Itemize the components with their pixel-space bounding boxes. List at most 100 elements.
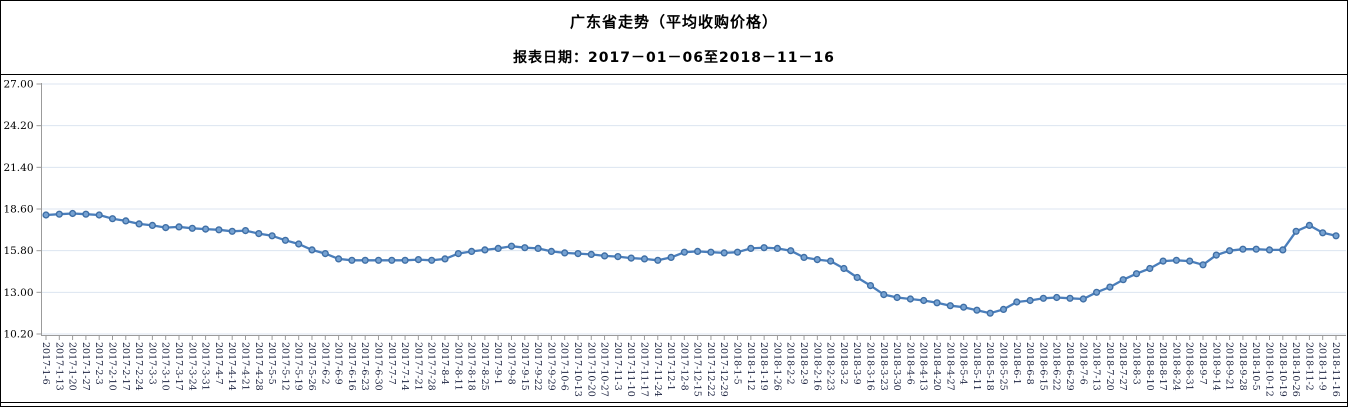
data-point[interactable] bbox=[1265, 246, 1274, 254]
data-point[interactable] bbox=[175, 223, 183, 231]
data-point[interactable] bbox=[1106, 283, 1114, 291]
data-point[interactable] bbox=[135, 220, 143, 228]
data-point[interactable] bbox=[587, 250, 595, 259]
data-point[interactable] bbox=[42, 211, 50, 219]
data-point[interactable] bbox=[162, 224, 170, 232]
data-point[interactable] bbox=[348, 256, 356, 264]
data-point[interactable] bbox=[82, 210, 90, 218]
data-point[interactable] bbox=[627, 254, 635, 262]
data-point[interactable] bbox=[667, 253, 675, 262]
data-point[interactable] bbox=[959, 303, 968, 311]
data-point[interactable] bbox=[1026, 296, 1034, 305]
data-point[interactable] bbox=[441, 255, 449, 263]
data-point[interactable] bbox=[880, 291, 888, 299]
data-point[interactable] bbox=[720, 249, 728, 257]
data-point[interactable] bbox=[1079, 295, 1087, 303]
data-point[interactable] bbox=[122, 217, 130, 225]
data-point[interactable] bbox=[1319, 229, 1327, 237]
data-point[interactable] bbox=[1279, 246, 1287, 254]
data-point[interactable] bbox=[1053, 293, 1061, 302]
data-point[interactable] bbox=[1172, 256, 1181, 264]
data-point[interactable] bbox=[1013, 298, 1021, 306]
data-point[interactable] bbox=[1292, 227, 1300, 235]
data-point[interactable] bbox=[800, 253, 808, 262]
data-point[interactable] bbox=[1199, 261, 1207, 269]
data-point[interactable] bbox=[840, 264, 848, 273]
data-point[interactable] bbox=[1092, 288, 1101, 296]
data-point[interactable] bbox=[813, 256, 821, 264]
data-point[interactable] bbox=[361, 256, 369, 264]
data-point[interactable] bbox=[693, 247, 702, 256]
data-point[interactable] bbox=[521, 244, 529, 252]
data-point[interactable] bbox=[335, 255, 343, 263]
data-point[interactable] bbox=[188, 224, 196, 232]
data-point[interactable] bbox=[1132, 270, 1141, 278]
data-point[interactable] bbox=[1186, 257, 1194, 265]
data-point[interactable] bbox=[108, 215, 117, 223]
data-point[interactable] bbox=[999, 305, 1008, 314]
x-axis-label: 2018-10-26 bbox=[1290, 342, 1301, 397]
data-point[interactable] bbox=[853, 273, 861, 282]
data-point[interactable] bbox=[255, 230, 263, 238]
data-point[interactable] bbox=[228, 227, 236, 235]
data-point[interactable] bbox=[401, 256, 409, 264]
data-point[interactable] bbox=[773, 244, 782, 253]
data-point[interactable] bbox=[241, 227, 250, 235]
data-point[interactable] bbox=[414, 256, 423, 264]
data-point[interactable] bbox=[574, 250, 582, 258]
data-point[interactable] bbox=[614, 253, 622, 261]
data-point[interactable] bbox=[374, 256, 383, 264]
data-point[interactable] bbox=[95, 211, 103, 219]
data-point[interactable] bbox=[1039, 294, 1048, 302]
data-point[interactable] bbox=[707, 248, 715, 256]
data-point[interactable] bbox=[680, 248, 689, 256]
data-point[interactable] bbox=[787, 247, 795, 255]
data-point[interactable] bbox=[202, 225, 210, 233]
data-point[interactable] bbox=[747, 244, 755, 253]
data-point[interactable] bbox=[281, 236, 290, 244]
data-point[interactable] bbox=[215, 226, 223, 234]
data-point[interactable] bbox=[1146, 264, 1154, 273]
data-point[interactable] bbox=[547, 247, 556, 256]
data-point[interactable] bbox=[973, 306, 981, 314]
data-point[interactable] bbox=[1119, 276, 1127, 284]
data-point[interactable] bbox=[507, 242, 516, 250]
data-point[interactable] bbox=[68, 209, 77, 218]
data-point[interactable] bbox=[55, 210, 63, 218]
data-point[interactable] bbox=[468, 247, 476, 256]
data-point[interactable] bbox=[148, 221, 157, 230]
data-point[interactable] bbox=[1252, 245, 1260, 253]
data-point[interactable] bbox=[986, 309, 994, 317]
data-point[interactable] bbox=[295, 240, 303, 248]
data-point[interactable] bbox=[1066, 294, 1074, 302]
data-point[interactable] bbox=[1159, 257, 1167, 265]
data-point[interactable] bbox=[1225, 247, 1234, 255]
data-point[interactable] bbox=[494, 244, 502, 253]
data-point[interactable] bbox=[760, 244, 768, 252]
data-point[interactable] bbox=[906, 295, 915, 303]
data-point[interactable] bbox=[920, 296, 928, 305]
data-point[interactable] bbox=[561, 249, 569, 257]
data-point[interactable] bbox=[640, 255, 649, 263]
data-point[interactable] bbox=[600, 252, 609, 260]
data-point[interactable] bbox=[481, 246, 489, 254]
data-point[interactable] bbox=[388, 256, 396, 264]
data-point[interactable] bbox=[268, 232, 276, 240]
data-point[interactable] bbox=[946, 302, 954, 310]
data-point[interactable] bbox=[534, 244, 542, 253]
data-point[interactable] bbox=[1212, 251, 1220, 259]
data-point[interactable] bbox=[654, 256, 662, 264]
data-point[interactable] bbox=[1305, 221, 1314, 230]
data-point[interactable] bbox=[321, 250, 329, 258]
data-point[interactable] bbox=[428, 256, 436, 264]
data-point[interactable] bbox=[826, 257, 835, 265]
data-point[interactable] bbox=[1239, 245, 1247, 253]
data-point[interactable] bbox=[893, 293, 901, 302]
data-point[interactable] bbox=[308, 246, 316, 254]
data-point[interactable] bbox=[933, 299, 941, 307]
data-point[interactable] bbox=[866, 282, 875, 290]
data-point[interactable] bbox=[733, 248, 742, 256]
data-point[interactable] bbox=[454, 250, 462, 258]
data-point[interactable] bbox=[1332, 232, 1340, 240]
x-axis-label: 2017-11-10 bbox=[625, 342, 636, 397]
